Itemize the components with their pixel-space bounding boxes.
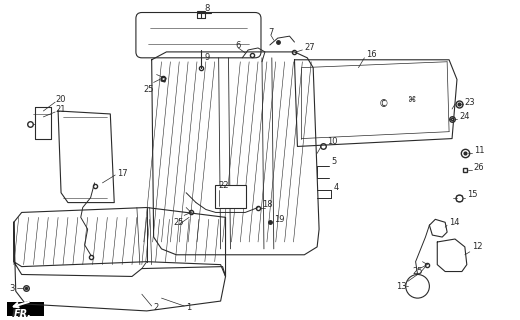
FancyBboxPatch shape [7,302,44,316]
Text: 9: 9 [205,53,210,62]
Text: 2: 2 [153,303,159,312]
Text: 19: 19 [274,215,284,224]
Text: 25: 25 [413,267,423,276]
Text: 20: 20 [55,95,66,104]
Text: 4: 4 [334,183,339,192]
Text: 25: 25 [173,218,184,227]
Text: 27: 27 [304,44,315,52]
Text: 12: 12 [472,243,482,252]
Text: 13: 13 [396,282,407,291]
Text: 15: 15 [467,190,477,199]
Text: 23: 23 [465,98,475,107]
FancyBboxPatch shape [136,12,261,58]
Text: 3: 3 [9,284,14,293]
Text: 18: 18 [262,200,272,209]
Text: 14: 14 [449,218,460,227]
Text: ⌘: ⌘ [409,95,417,104]
Text: ©: © [378,99,388,109]
Text: 11: 11 [474,146,484,155]
Text: 5: 5 [331,157,336,166]
Text: 22: 22 [218,181,229,190]
Text: 1: 1 [186,303,191,312]
Text: 17: 17 [117,169,128,178]
Text: 7: 7 [268,28,273,37]
Text: FR.: FR. [14,309,32,319]
Text: 26: 26 [474,163,484,172]
Text: 24: 24 [459,112,470,121]
Text: 16: 16 [367,50,377,60]
Text: 8: 8 [205,4,210,13]
Text: 25: 25 [144,85,154,94]
Text: 21: 21 [55,105,66,114]
FancyBboxPatch shape [215,185,246,209]
Text: FR.: FR. [12,309,30,319]
Text: 6: 6 [236,41,241,50]
Text: 10: 10 [327,137,337,146]
